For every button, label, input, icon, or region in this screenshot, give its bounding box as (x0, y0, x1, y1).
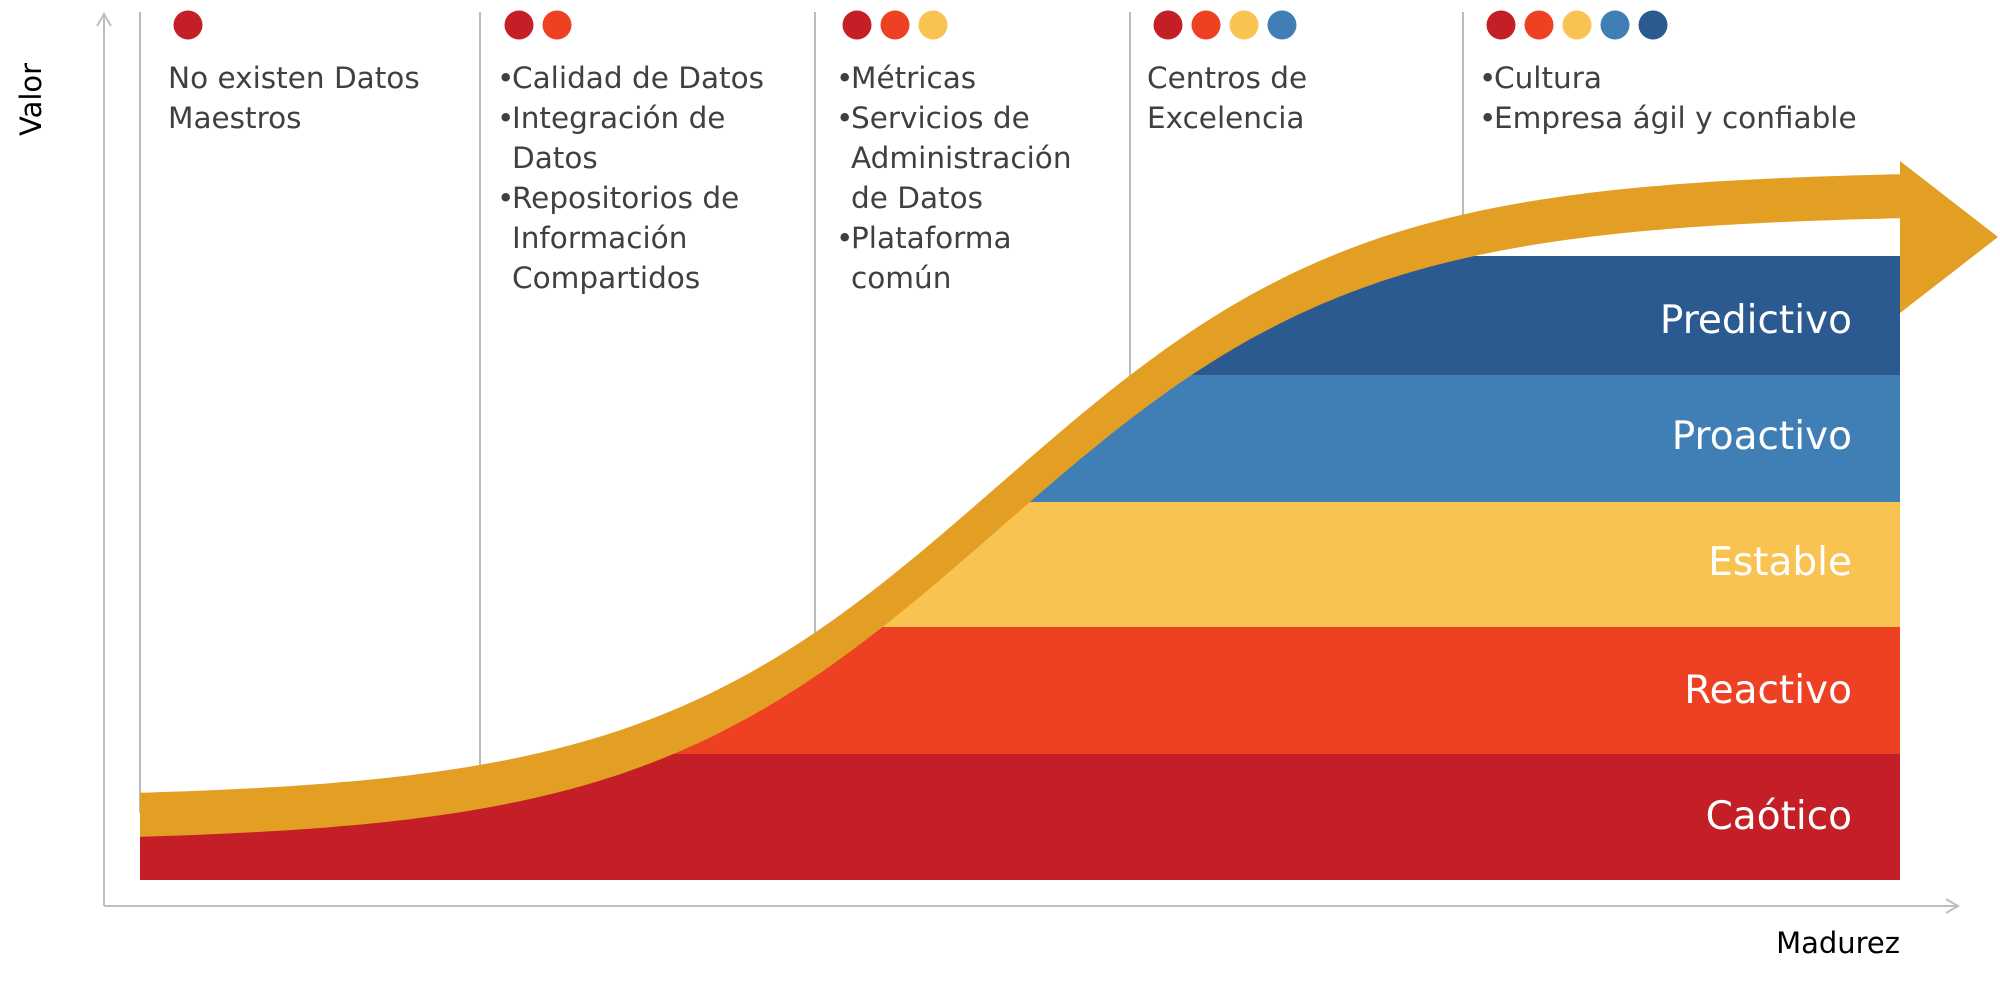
stage-dot (1524, 10, 1554, 40)
stage-dots (1153, 10, 1297, 40)
y-axis-label: Valor (14, 62, 48, 136)
stage-description: Métricas Servicios de Administración de Dat… (836, 58, 1072, 298)
stage-dot (504, 10, 534, 40)
level-label-caotico: Caótico (1705, 794, 1852, 839)
level-label-estable: Estable (1708, 540, 1852, 585)
stage-text-line: Excelencia (1147, 101, 1305, 135)
band-estable (140, 502, 1900, 627)
stage-bullet-line: Plataforma (851, 221, 1012, 255)
stage-dot (1562, 10, 1592, 40)
stage-bullet-line: Repositorios de (512, 181, 740, 215)
stage-dot (918, 10, 948, 40)
stage-bullet-line: Cultura (1494, 61, 1602, 95)
stage-dot (880, 10, 910, 40)
stage-bullet: Integración de Datos (497, 98, 764, 178)
stage-dividers (139, 12, 1464, 813)
stage-bullet: Empresa ágil y confiable (1479, 98, 1857, 138)
stage-dot (1486, 10, 1516, 40)
stage-dot-groups (173, 10, 1668, 40)
stage-dot (1191, 10, 1221, 40)
stage-dots (173, 10, 203, 40)
stage-bullet: Métricas (836, 58, 1072, 98)
stage-bullet-line: Empresa ágil y confiable (1494, 101, 1857, 135)
stage-bullet-line: Métricas (851, 61, 977, 95)
stage-dot (1153, 10, 1183, 40)
stage-bullet-line: de Datos (851, 181, 984, 215)
stage-bullet-line: Calidad de Datos (512, 61, 765, 95)
y-axis-arrow (96, 12, 112, 27)
level-label-proactivo: Proactivo (1671, 414, 1852, 459)
stage-dot (173, 10, 203, 40)
stage-dots (1486, 10, 1668, 40)
stage-dot (842, 10, 872, 40)
stage-description: Cultura Empresa ágil y confiable (1479, 58, 1857, 138)
x-axis-label: Madurez (1776, 926, 1900, 960)
growth-curve-arrow (140, 161, 1998, 837)
growth-curve (140, 174, 1900, 837)
growth-arrow-head (1900, 161, 1998, 313)
band-reactivo (140, 627, 1900, 754)
stage-bullet-line: Compartidos (512, 261, 701, 295)
stage-bullet: Cultura (1479, 58, 1857, 98)
stage-description: Calidad de DatosIntegración deDatosRepos… (497, 58, 764, 298)
stage-bullet-line: común (851, 261, 952, 295)
stage-dot (1638, 10, 1668, 40)
stage-bullet: Calidad de Datos (497, 58, 764, 98)
stage-text-line: Centros de (1147, 61, 1308, 95)
stage-bullet-line: Información (512, 221, 688, 255)
level-label-predictivo: Predictivo (1659, 298, 1852, 343)
level-label-reactivo: Reactivo (1684, 668, 1852, 713)
axes (96, 12, 1960, 914)
stage-bullet-line: Administración (851, 141, 1072, 175)
stage-dots (504, 10, 572, 40)
stage-bullet-line: Servicios de (851, 101, 1030, 135)
stage-bullet: Plataforma común (836, 218, 1072, 298)
stage-bullet: Servicios de Administración de Datos (836, 98, 1072, 218)
stage-dot (1600, 10, 1630, 40)
x-axis-arrow (1945, 898, 1960, 914)
stage-text-line: Maestros (168, 101, 302, 135)
stage-dots (842, 10, 948, 40)
stage-bullet-line: Datos (512, 141, 598, 175)
stage-text-line: No existen Datos (168, 61, 420, 95)
stage-bullet: Repositorios de Información Compartidos (497, 178, 764, 298)
stage-description: No existen Datos Maestros (168, 58, 420, 138)
stage-bullet-line: Integración de (512, 101, 726, 135)
stage-dot (542, 10, 572, 40)
stage-dot (1229, 10, 1259, 40)
stage-description: Centros de Excelencia (1147, 58, 1307, 138)
stage-dot (1267, 10, 1297, 40)
